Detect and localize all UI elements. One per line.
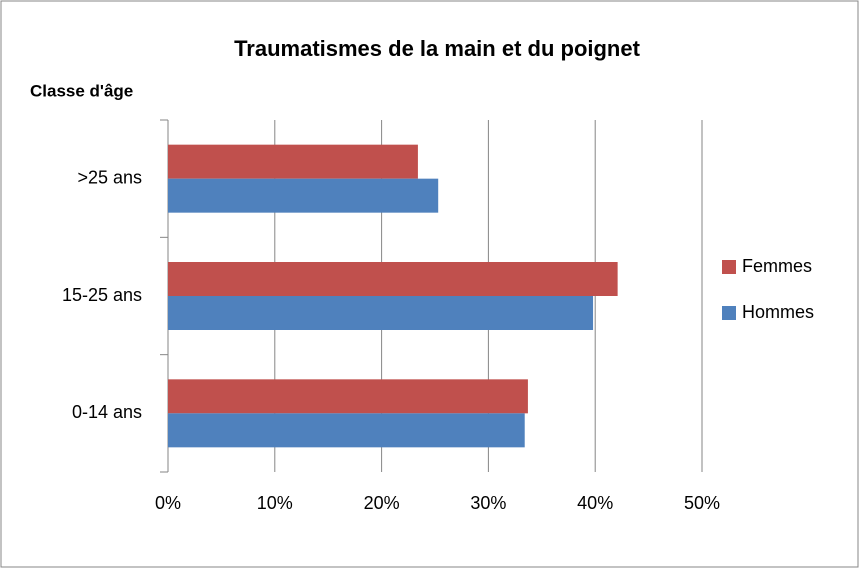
x-tick-label: 0% [155,493,181,513]
legend-label: Hommes [742,302,814,322]
bar [168,262,618,296]
legend-swatch [722,260,736,274]
bar [168,144,418,179]
x-tick-label: 20% [364,493,400,513]
legend-label: Femmes [742,256,812,276]
x-tick-label: 30% [470,493,506,513]
y-tick-label: 15-25 ans [62,285,142,305]
bar [168,413,525,448]
bar [168,379,528,414]
x-tick-label: 10% [257,493,293,513]
legend-swatch [722,306,736,320]
y-tick-label: 0-14 ans [72,402,142,422]
chart-title: Traumatismes de la main et du poignet [234,36,641,61]
bar [168,296,594,330]
x-tick-label: 50% [684,493,720,513]
y-axis-label: Classe d'âge [30,81,133,100]
x-tick-label: 40% [577,493,613,513]
y-tick-label: >25 ans [77,167,142,187]
bar [168,178,439,213]
